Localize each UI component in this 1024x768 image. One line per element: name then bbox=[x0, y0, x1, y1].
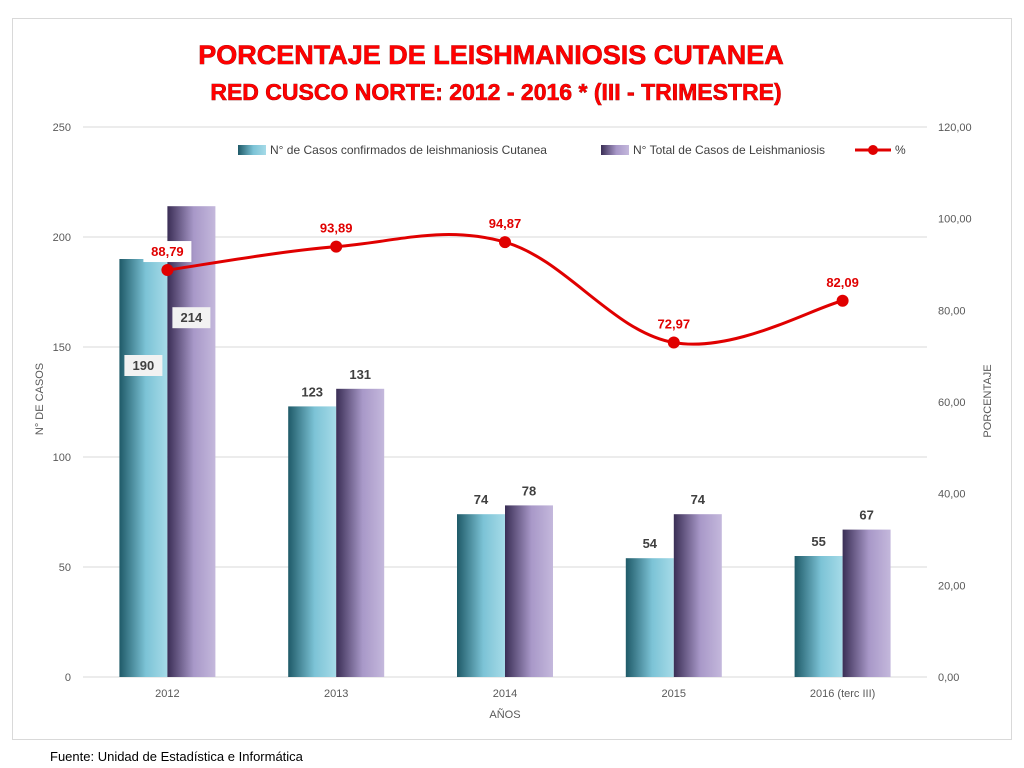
x-tick-label: 2014 bbox=[493, 688, 517, 700]
bar-label-total-casos: 74 bbox=[691, 492, 706, 507]
percentage-point bbox=[836, 294, 849, 307]
bar-total-casos bbox=[842, 529, 891, 677]
y-tick-label: 50 bbox=[59, 562, 71, 574]
legend-label-series2: N° Total de Casos de Leishmaniosis bbox=[633, 143, 825, 157]
bar-label-casos-confirmados: 74 bbox=[474, 492, 489, 507]
bar-casos-confirmados bbox=[119, 259, 168, 677]
x-tick-label: 2016 (terc III) bbox=[810, 688, 875, 700]
percentage-label: 82,09 bbox=[826, 275, 859, 290]
percentage-label: 72,97 bbox=[658, 317, 691, 332]
source-note: Fuente: Unidad de Estadística e Informát… bbox=[50, 749, 303, 764]
bar-label-total-casos: 67 bbox=[859, 508, 873, 523]
x-tick-label: 2013 bbox=[324, 688, 348, 700]
bar-total-casos bbox=[336, 388, 385, 677]
y-tick-label: 0 bbox=[65, 672, 71, 684]
left-axis-ticks: 0 50 100 150 200 250 bbox=[53, 122, 71, 684]
pct-label-box bbox=[143, 241, 192, 263]
bar-label-box bbox=[124, 355, 163, 376]
bar-total-casos bbox=[505, 505, 553, 677]
percentage-label: 88,79 bbox=[151, 244, 184, 259]
legend-swatch-series1 bbox=[238, 145, 266, 155]
percentage-labels: 88,79 93,89 94,87 72,97 82,09 bbox=[143, 216, 859, 332]
bar-casos-confirmados bbox=[457, 514, 505, 677]
bar-label-casos-confirmados: 190 bbox=[133, 358, 155, 373]
x-tick-label: 2012 bbox=[155, 688, 179, 700]
legend-swatch-series2 bbox=[601, 145, 629, 155]
y2-tick-label: 20,00 bbox=[938, 580, 966, 592]
bar-label-total-casos: 214 bbox=[181, 310, 203, 325]
chart-title: PORCENTAJE DE LEISHMANIOSIS CUTANEA bbox=[198, 40, 784, 70]
x-axis-title: AÑOS bbox=[489, 708, 520, 721]
percentage-point bbox=[667, 336, 680, 349]
bar-label-casos-confirmados: 55 bbox=[811, 534, 825, 549]
y2-tick-label: 60,00 bbox=[938, 397, 966, 409]
y2-tick-label: 120,00 bbox=[938, 122, 972, 134]
legend-marker-line bbox=[868, 145, 878, 155]
y2-tick-label: 0,00 bbox=[938, 672, 959, 684]
percentage-label: 93,89 bbox=[320, 221, 353, 236]
y2-axis-title: PORCENTAJE bbox=[982, 364, 994, 437]
percentage-line bbox=[161, 233, 849, 349]
chart-svg: PORCENTAJE DE LEISHMANIOSIS CUTANEA RED … bbox=[34, 40, 994, 721]
bar-label-total-casos: 78 bbox=[522, 483, 536, 498]
bar-casos-confirmados bbox=[625, 558, 674, 677]
bar-label-casos-confirmados: 54 bbox=[643, 536, 658, 551]
y-tick-label: 200 bbox=[53, 232, 71, 244]
y-tick-label: 100 bbox=[53, 452, 71, 464]
y2-tick-label: 100,00 bbox=[938, 214, 972, 226]
bar-casos-confirmados bbox=[794, 556, 843, 677]
y-tick-label: 250 bbox=[53, 122, 71, 134]
y-axis-title: N° DE CASOS bbox=[34, 363, 46, 435]
bar-label-box bbox=[172, 307, 211, 329]
percentage-line-path bbox=[167, 233, 843, 346]
percentage-label: 94,87 bbox=[489, 216, 522, 231]
y-tick-label: 150 bbox=[53, 342, 71, 354]
bar-casos-confirmados bbox=[288, 406, 337, 677]
right-axis-ticks: 0,00 20,00 40,00 60,00 80,00 100,00 120,00 bbox=[938, 122, 972, 684]
chart-subtitle: RED CUSCO NORTE: 2012 - 2016 * (III - TR… bbox=[210, 79, 781, 105]
bar-total-casos bbox=[673, 514, 722, 677]
legend-label-line: % bbox=[895, 143, 906, 157]
y2-tick-label: 40,00 bbox=[938, 489, 966, 501]
percentage-point bbox=[499, 236, 511, 249]
bars bbox=[119, 206, 891, 677]
x-axis-ticks: 2012 2013 2014 2015 2016 (terc III) bbox=[155, 688, 875, 700]
x-tick-label: 2015 bbox=[662, 688, 686, 700]
percentage-point bbox=[161, 264, 174, 277]
bar-labels: 190 214 123 131 74 78 54 74 55 67 bbox=[124, 307, 874, 551]
bar-label-total-casos: 131 bbox=[349, 367, 371, 382]
chart-frame: PORCENTAJE DE LEISHMANIOSIS CUTANEA RED … bbox=[12, 18, 1012, 740]
legend-label-series1: N° de Casos confirmados de leishmaniosis… bbox=[270, 143, 547, 157]
percentage-point bbox=[330, 240, 343, 253]
bar-label-casos-confirmados: 123 bbox=[301, 384, 323, 399]
y2-tick-label: 80,00 bbox=[938, 305, 966, 317]
legend: N° de Casos confirmados de leishmaniosis… bbox=[238, 143, 906, 157]
bar-total-casos bbox=[167, 206, 216, 677]
